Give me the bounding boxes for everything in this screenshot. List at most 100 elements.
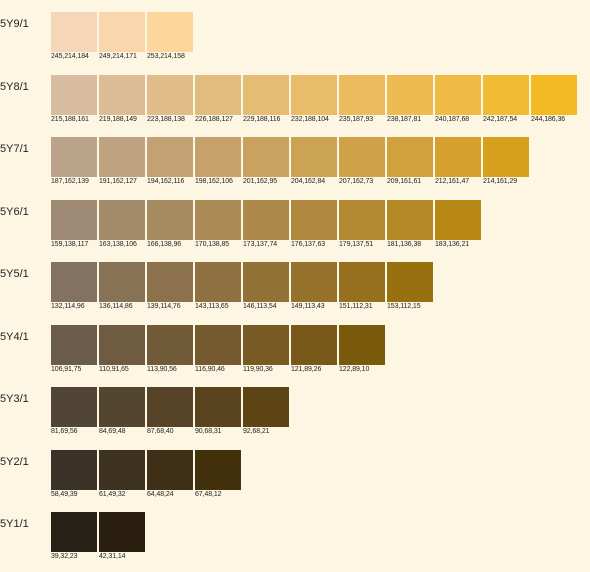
color-swatch xyxy=(291,262,337,302)
color-swatch xyxy=(243,325,289,365)
color-swatch xyxy=(51,512,97,552)
rgb-code: 110,91,65 xyxy=(99,366,147,374)
color-swatch xyxy=(387,75,433,115)
color-swatch xyxy=(195,325,241,365)
color-swatch xyxy=(147,200,193,240)
rgb-code: 92,68,21 xyxy=(243,428,291,436)
color-swatch xyxy=(387,200,433,240)
rgb-code: 106,91,75 xyxy=(51,366,99,374)
color-swatch xyxy=(339,325,385,365)
rgb-code: 198,162,106 xyxy=(195,178,243,186)
color-swatch xyxy=(147,137,193,177)
rgb-code: 245,214,184 xyxy=(51,53,99,61)
rgb-code: 201,162,95 xyxy=(243,178,291,186)
color-swatch xyxy=(99,200,145,240)
color-swatch xyxy=(291,137,337,177)
color-swatch xyxy=(51,12,97,52)
rgb-code: 132,114,96 xyxy=(51,303,99,311)
row-label: 5Y2/1 xyxy=(0,456,29,468)
rgb-code: 159,138,117 xyxy=(51,241,99,249)
rgb-code: 179,137,51 xyxy=(339,241,387,249)
color-swatch xyxy=(243,387,289,427)
color-swatch xyxy=(99,325,145,365)
color-swatch xyxy=(195,75,241,115)
rgb-code: 61,49,32 xyxy=(99,491,147,499)
row-label: 5Y8/1 xyxy=(0,81,29,93)
rgb-code: 235,187,93 xyxy=(339,116,387,124)
rgb-code: 84,69,48 xyxy=(99,428,147,436)
color-swatch xyxy=(243,137,289,177)
color-swatch xyxy=(339,262,385,302)
rgb-code: 194,162,116 xyxy=(147,178,195,186)
rgb-code: 113,90,56 xyxy=(147,366,195,374)
row-label: 5Y4/1 xyxy=(0,331,29,343)
color-swatch xyxy=(195,387,241,427)
rgb-code: 215,188,161 xyxy=(51,116,99,124)
color-swatch xyxy=(339,200,385,240)
row-label: 5Y1/1 xyxy=(0,518,29,530)
rgb-code: 240,187,68 xyxy=(435,116,483,124)
color-swatch xyxy=(51,325,97,365)
color-swatch xyxy=(99,137,145,177)
color-swatch xyxy=(243,200,289,240)
rgb-code: 187,162,139 xyxy=(51,178,99,186)
color-swatch xyxy=(51,137,97,177)
rgb-code: 223,188,138 xyxy=(147,116,195,124)
rgb-code: 58,49,39 xyxy=(51,491,99,499)
rgb-code: 81,69,56 xyxy=(51,428,99,436)
rgb-code: 151,112,31 xyxy=(339,303,387,311)
color-swatch xyxy=(291,325,337,365)
rgb-code: 67,48,12 xyxy=(195,491,243,499)
color-swatch xyxy=(147,12,193,52)
rgb-code: 176,137,63 xyxy=(291,241,339,249)
rgb-code: 204,162,84 xyxy=(291,178,339,186)
rgb-code: 253,214,158 xyxy=(147,53,195,61)
color-swatch xyxy=(195,200,241,240)
rgb-code: 122,89,10 xyxy=(339,366,387,374)
color-swatch xyxy=(51,75,97,115)
rgb-code: 39,32,23 xyxy=(51,553,99,561)
color-swatch xyxy=(339,137,385,177)
rgb-code: 244,186,36 xyxy=(531,116,579,124)
color-swatch xyxy=(99,387,145,427)
rgb-code: 207,162,73 xyxy=(339,178,387,186)
color-swatch xyxy=(483,75,529,115)
rgb-code: 183,136,21 xyxy=(435,241,483,249)
color-swatch xyxy=(195,137,241,177)
color-swatch xyxy=(195,262,241,302)
color-swatch xyxy=(147,262,193,302)
rgb-code: 181,136,38 xyxy=(387,241,435,249)
rgb-code: 116,90,46 xyxy=(195,366,243,374)
color-swatch xyxy=(387,137,433,177)
color-swatch xyxy=(99,12,145,52)
rgb-code: 139,114,76 xyxy=(147,303,195,311)
rgb-code: 146,113,54 xyxy=(243,303,291,311)
color-swatch xyxy=(387,262,433,302)
row-label: 5Y5/1 xyxy=(0,268,29,280)
color-swatch xyxy=(51,200,97,240)
color-swatch xyxy=(435,137,481,177)
row-label: 5Y3/1 xyxy=(0,393,29,405)
row-label: 5Y7/1 xyxy=(0,143,29,155)
rgb-code: 119,90,36 xyxy=(243,366,291,374)
rgb-code: 191,162,127 xyxy=(99,178,147,186)
color-swatch xyxy=(243,262,289,302)
rgb-code: 143,113,65 xyxy=(195,303,243,311)
rgb-code: 121,89,26 xyxy=(291,366,339,374)
color-swatch xyxy=(99,450,145,490)
rgb-code: 153,112,15 xyxy=(387,303,435,311)
color-swatch xyxy=(483,137,529,177)
color-swatch xyxy=(99,75,145,115)
color-swatch xyxy=(291,75,337,115)
rgb-code: 232,188,104 xyxy=(291,116,339,124)
rgb-code: 242,187,54 xyxy=(483,116,531,124)
color-swatch xyxy=(195,450,241,490)
color-swatch xyxy=(147,75,193,115)
rgb-code: 238,187,81 xyxy=(387,116,435,124)
color-swatch xyxy=(435,200,481,240)
rgb-code: 163,138,106 xyxy=(99,241,147,249)
rgb-code: 226,188,127 xyxy=(195,116,243,124)
rgb-code: 229,188,116 xyxy=(243,116,291,124)
rgb-code: 87,68,40 xyxy=(147,428,195,436)
